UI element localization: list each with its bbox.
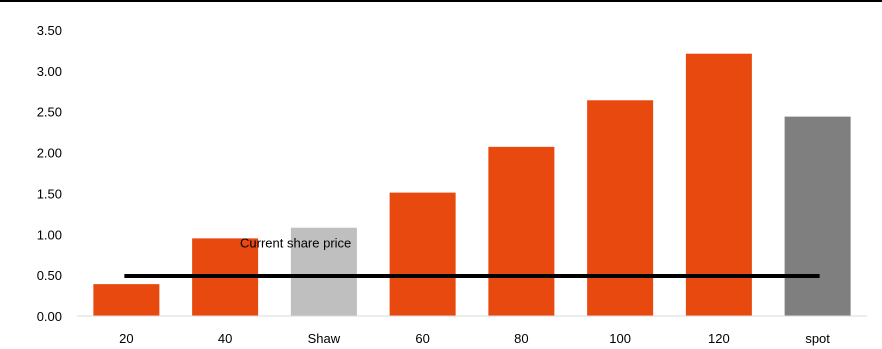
y-tick-label: 2.50 [37, 105, 62, 120]
bar-shaw [290, 227, 357, 316]
bars [93, 53, 851, 316]
bar-spot [784, 116, 851, 316]
bar-20 [93, 284, 160, 316]
y-tick-label: 3.00 [37, 64, 62, 79]
bar-120 [685, 53, 752, 316]
x-axis: 20 40 Shaw 60 80 100 120 spot [119, 331, 830, 346]
x-tick-label: 120 [708, 331, 730, 346]
x-tick-label: 80 [514, 331, 528, 346]
y-tick-label: 1.50 [37, 186, 62, 201]
bar-80 [488, 146, 555, 316]
x-tick-label: 40 [218, 331, 232, 346]
current-share-price-label: Current share price [240, 235, 351, 250]
y-tick-label: 1.00 [37, 227, 62, 242]
bar-60 [389, 192, 456, 316]
x-tick-label: Shaw [308, 331, 341, 346]
x-tick-label: 20 [119, 331, 133, 346]
bar-100 [587, 100, 654, 316]
x-tick-label: 60 [415, 331, 429, 346]
x-tick-label: 100 [609, 331, 631, 346]
y-tick-label: 0.50 [37, 268, 62, 283]
y-axis: 0.00 0.50 1.00 1.50 2.00 2.50 3.00 3.50 [37, 23, 62, 324]
y-tick-label: 3.50 [37, 23, 62, 38]
y-tick-label: 2.00 [37, 146, 62, 161]
x-tick-label: spot [805, 331, 830, 346]
y-tick-label: 0.00 [37, 309, 62, 324]
